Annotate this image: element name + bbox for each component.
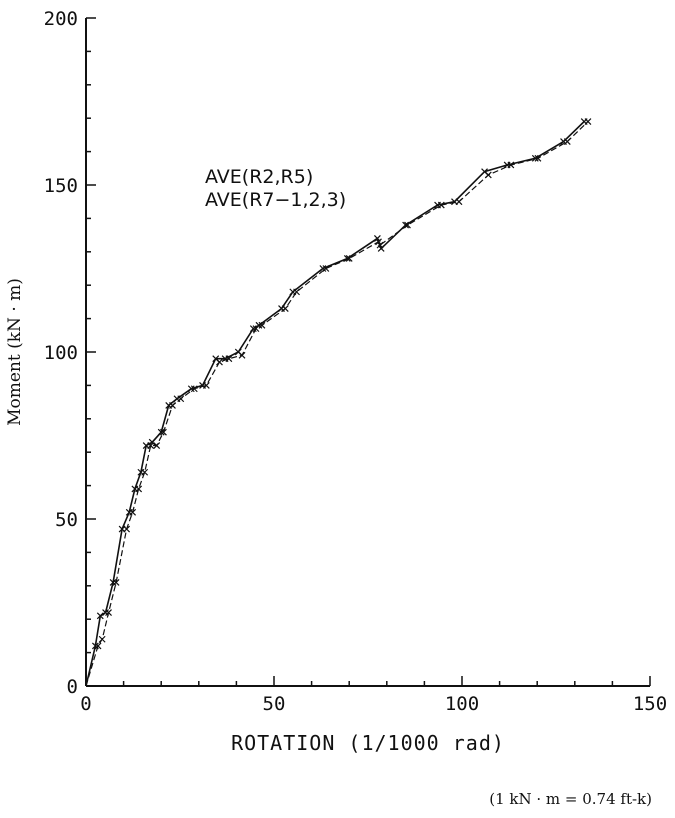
- x-axis-label: ROTATION (1/1000 rad): [231, 731, 505, 755]
- x-tick-label: 100: [445, 693, 479, 715]
- data-point-marker: [202, 381, 210, 389]
- series-line-2: [85, 121, 589, 687]
- data-point-marker: [123, 525, 131, 533]
- data-point-marker: [153, 442, 161, 449]
- data-point-marker: [281, 305, 289, 313]
- data-point-marker: [345, 255, 353, 262]
- data-point-marker: [187, 385, 195, 393]
- x-tick-label: 50: [263, 693, 286, 715]
- data-point-marker: [147, 442, 155, 449]
- data-point-marker: [216, 358, 223, 366]
- data-point-marker: [534, 154, 542, 162]
- data-point-marker: [258, 321, 266, 329]
- unit-conversion-note: (1 kN · m = 0.74 ft-k): [489, 790, 652, 808]
- data-point-marker: [157, 428, 165, 436]
- series-layer: [85, 118, 592, 687]
- data-point-marker: [98, 635, 106, 643]
- legend-entry-series-2: AVE(R7−1,2,3): [205, 189, 346, 211]
- data-point-marker: [135, 485, 143, 493]
- axis-ticks: 0 50 100 150 200 0 50 100 150: [44, 8, 667, 715]
- y-tick-label: 100: [44, 342, 78, 364]
- y-tick-label: 50: [55, 509, 78, 531]
- data-point-marker: [322, 265, 330, 272]
- data-point-marker: [96, 612, 104, 620]
- axes: [85, 18, 650, 687]
- data-point-marker: [455, 198, 463, 206]
- x-tick-label: 0: [80, 693, 91, 715]
- y-tick-label: 200: [44, 8, 78, 30]
- data-point-marker: [376, 241, 384, 249]
- data-point-marker: [437, 201, 445, 209]
- data-point-marker: [507, 161, 515, 169]
- series-2: [85, 118, 592, 687]
- y-tick-label: 0: [67, 676, 78, 698]
- data-point-marker: [109, 579, 117, 586]
- data-point-marker: [584, 118, 592, 125]
- data-point-marker: [94, 642, 102, 650]
- data-point-marker: [404, 221, 411, 229]
- data-point-marker: [141, 468, 149, 476]
- data-point-marker: [112, 579, 120, 586]
- y-tick-label: 150: [44, 175, 78, 197]
- legend-entry-series-1: AVE(R2,R5): [205, 166, 313, 188]
- data-point-marker: [160, 428, 167, 436]
- data-point-marker: [190, 385, 198, 393]
- data-point-marker: [169, 402, 176, 409]
- data-point-marker: [238, 351, 246, 359]
- data-point-marker: [484, 171, 492, 179]
- y-axis-label: Moment (kN · m): [5, 278, 25, 426]
- data-point-marker: [105, 609, 112, 616]
- data-point-marker: [177, 395, 185, 403]
- data-point-marker: [563, 138, 571, 146]
- data-point-marker: [252, 325, 260, 333]
- data-point-marker: [225, 355, 233, 363]
- data-point-marker: [319, 265, 327, 272]
- data-point-marker: [129, 508, 137, 516]
- data-point-marker: [293, 288, 300, 296]
- data-point-marker: [531, 154, 539, 162]
- x-tick-label: 150: [633, 693, 667, 715]
- data-point-marker: [402, 221, 410, 229]
